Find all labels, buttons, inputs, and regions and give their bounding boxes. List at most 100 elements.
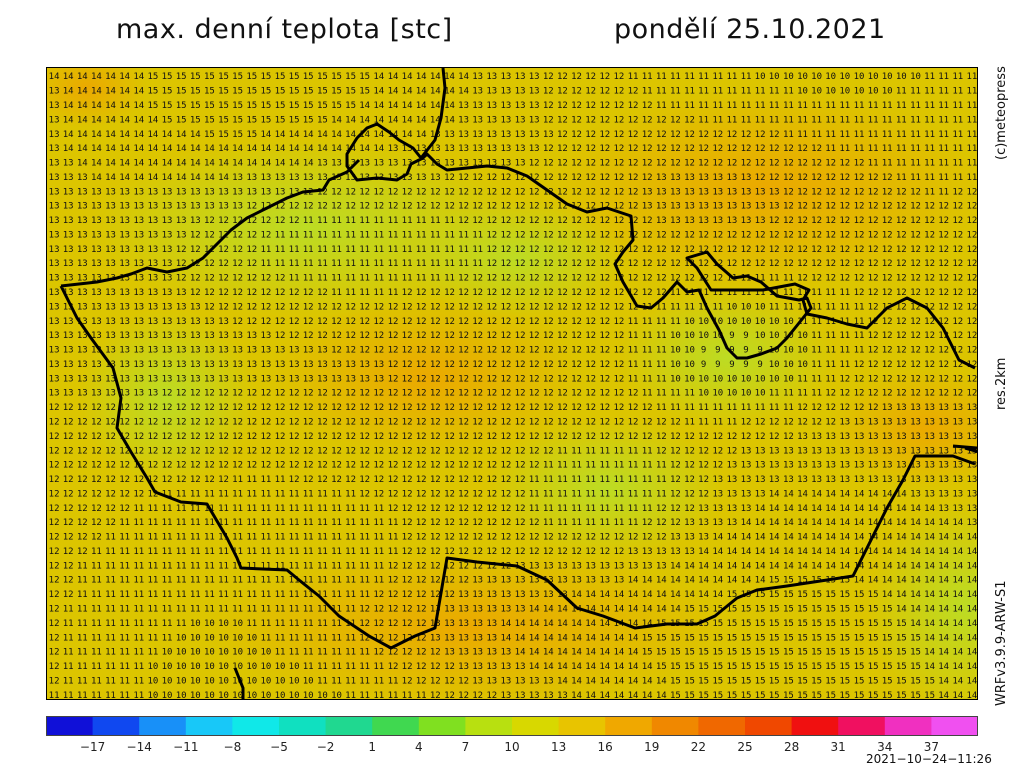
grid-value: 12 bbox=[825, 173, 836, 183]
grid-value: 12 bbox=[147, 403, 158, 413]
grid-value: 12 bbox=[190, 245, 201, 255]
grid-value: 14 bbox=[105, 144, 116, 154]
grid-value: 12 bbox=[232, 432, 243, 442]
grid-value: 12 bbox=[670, 259, 681, 269]
grid-value: 12 bbox=[317, 202, 328, 212]
grid-value: 14 bbox=[232, 159, 243, 169]
grid-value: 11 bbox=[204, 547, 215, 557]
grid-value: 11 bbox=[373, 533, 384, 543]
grid-value: 13 bbox=[218, 187, 229, 197]
grid-value: 11 bbox=[854, 144, 865, 154]
grid-value: 14 bbox=[77, 130, 88, 140]
grid-value: 12 bbox=[359, 187, 370, 197]
grid-value: 11 bbox=[882, 115, 893, 125]
grid-value: 12 bbox=[500, 533, 511, 543]
grid-value: 11 bbox=[49, 691, 60, 700]
grid-value: 14 bbox=[755, 518, 766, 528]
grid-value: 12 bbox=[839, 159, 850, 169]
grid-value: 14 bbox=[755, 547, 766, 557]
grid-value: 12 bbox=[388, 504, 399, 514]
grid-value: 12 bbox=[119, 461, 130, 471]
grid-value: 13 bbox=[882, 446, 893, 456]
grid-value: 12 bbox=[543, 547, 554, 557]
grid-value: 12 bbox=[924, 302, 935, 312]
grid-value: 12 bbox=[402, 187, 413, 197]
grid-value: 12 bbox=[585, 72, 596, 82]
grid-value: 11 bbox=[585, 489, 596, 499]
grid-value: 12 bbox=[543, 115, 554, 125]
grid-value: 13 bbox=[105, 245, 116, 255]
grid-value: 14 bbox=[868, 576, 879, 586]
grid-value: 12 bbox=[373, 331, 384, 341]
grid-value: 12 bbox=[910, 288, 921, 298]
grid-value: 12 bbox=[515, 461, 526, 471]
grid-value: 12 bbox=[868, 389, 879, 399]
grid-value: 12 bbox=[557, 317, 568, 327]
grid-value: 12 bbox=[190, 461, 201, 471]
grid-value: 12 bbox=[388, 489, 399, 499]
grid-value: 12 bbox=[416, 475, 427, 485]
grid-value: 11 bbox=[416, 245, 427, 255]
grid-value: 14 bbox=[938, 662, 949, 672]
grid-value: 14 bbox=[147, 115, 158, 125]
grid-value: 11 bbox=[543, 475, 554, 485]
grid-value: 12 bbox=[642, 403, 653, 413]
grid-value: 12 bbox=[77, 446, 88, 456]
grid-value: 14 bbox=[77, 159, 88, 169]
grid-value: 13 bbox=[345, 374, 356, 384]
grid-value: 11 bbox=[868, 144, 879, 154]
grid-value: 12 bbox=[388, 619, 399, 629]
grid-value: 12 bbox=[133, 403, 144, 413]
grid-value: 11 bbox=[373, 576, 384, 586]
grid-value: 12 bbox=[444, 317, 455, 327]
grid-value: 11 bbox=[303, 547, 314, 557]
grid-value: 12 bbox=[275, 331, 286, 341]
grid-value: 11 bbox=[952, 87, 963, 97]
grid-value: 13 bbox=[698, 518, 709, 528]
grid-value: 12 bbox=[557, 346, 568, 356]
grid-value: 12 bbox=[613, 389, 624, 399]
grid-value: 12 bbox=[571, 101, 582, 111]
grid-value: 11 bbox=[966, 173, 977, 183]
grid-value: 12 bbox=[416, 590, 427, 600]
grid-value: 14 bbox=[105, 130, 116, 140]
grid-value: 10 bbox=[755, 72, 766, 82]
grid-value: 13 bbox=[430, 144, 441, 154]
grid-value: 12 bbox=[684, 461, 695, 471]
grid-value: 15 bbox=[797, 691, 808, 700]
grid-value: 12 bbox=[642, 418, 653, 428]
grid-value: 12 bbox=[882, 274, 893, 284]
grid-value: 12 bbox=[430, 331, 441, 341]
grid-value: 12 bbox=[628, 274, 639, 284]
grid-value: 14 bbox=[147, 130, 158, 140]
grid-value: 11 bbox=[133, 605, 144, 615]
grid-value: 12 bbox=[91, 518, 102, 528]
grid-value: 13 bbox=[585, 576, 596, 586]
grid-value: 11 bbox=[896, 115, 907, 125]
grid-value: 11 bbox=[839, 360, 850, 370]
grid-value: 13 bbox=[656, 187, 667, 197]
grid-value: 12 bbox=[430, 317, 441, 327]
grid-value: 15 bbox=[741, 633, 752, 643]
grid-value: 12 bbox=[373, 432, 384, 442]
grid-value: 12 bbox=[373, 403, 384, 413]
grid-value: 14 bbox=[585, 633, 596, 643]
grid-value: 14 bbox=[133, 144, 144, 154]
grid-value: 11 bbox=[275, 619, 286, 629]
grid-value: 13 bbox=[472, 159, 483, 169]
grid-value: 14 bbox=[628, 676, 639, 686]
grid-value: 13 bbox=[162, 202, 173, 212]
grid-value: 11 bbox=[105, 605, 116, 615]
grid-value: 11 bbox=[966, 101, 977, 111]
grid-value: 10 bbox=[755, 374, 766, 384]
grid-value: 12 bbox=[162, 446, 173, 456]
grid-value: 15 bbox=[698, 648, 709, 658]
grid-value: 13 bbox=[147, 216, 158, 226]
grid-value: 14 bbox=[628, 633, 639, 643]
grid-value: 14 bbox=[797, 504, 808, 514]
grid-value: 14 bbox=[966, 648, 977, 658]
grid-value: 13 bbox=[162, 245, 173, 255]
grid-value: 11 bbox=[712, 418, 723, 428]
grid-value: 11 bbox=[331, 662, 342, 672]
grid-value: 11 bbox=[557, 475, 568, 485]
